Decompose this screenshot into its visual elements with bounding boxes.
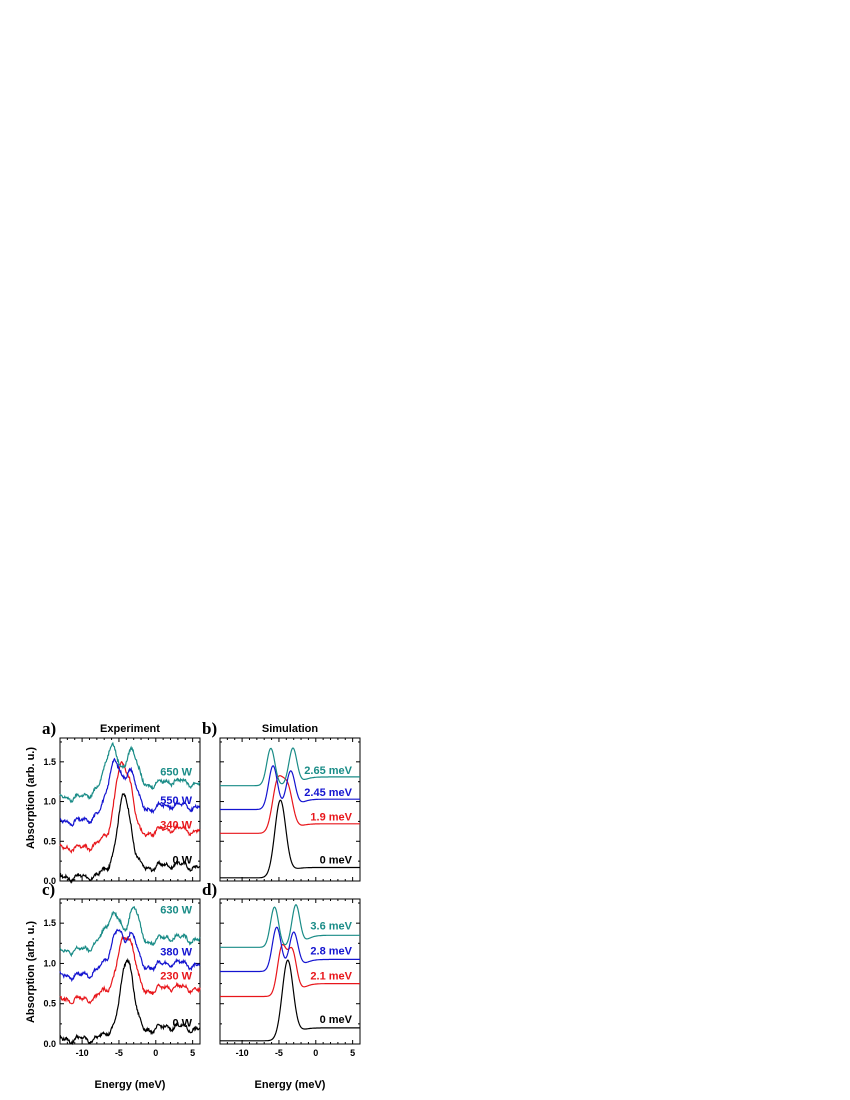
series-label: 380 W <box>160 946 192 958</box>
series-line-0-mev <box>220 799 360 879</box>
series-line-0-mev <box>220 959 360 1042</box>
series-label: 2.45 meV <box>304 787 352 799</box>
series-line-1-9-mev <box>220 775 360 834</box>
series-line-2-65-mev <box>220 747 360 787</box>
series-line-550-w <box>59 757 201 828</box>
series-line-380-w <box>59 928 201 983</box>
series-line-230-w <box>59 936 201 1005</box>
series-label: 3.6 meV <box>310 921 352 933</box>
series-label: 0 W <box>172 855 192 867</box>
y-tick-label: 1.5 <box>43 918 56 928</box>
y-tick-label: 1.0 <box>43 797 56 807</box>
series-line-0-w <box>59 957 201 1046</box>
y-tick-label: 0.5 <box>43 836 56 846</box>
series-line-340-w <box>59 761 201 854</box>
x-tick-label: -5 <box>275 1048 283 1058</box>
panel-0: a) Experiment 0.0 0.5 1.0 1.5 0 W 340 W 550 W 650… <box>42 719 201 886</box>
series-label: 230 W <box>160 971 192 983</box>
x-axis-title-left: Energy (meV) <box>95 1079 166 1091</box>
x-tick-label: 0 <box>313 1048 318 1058</box>
x-tick-label: 0 <box>153 1048 158 1058</box>
y-axis-title-top: Absorption (arb. u.) <box>25 747 37 849</box>
series-label: 630 W <box>160 905 192 917</box>
series-label: 0 meV <box>320 1014 353 1026</box>
panel-title: Simulation <box>262 723 319 735</box>
series-line-0-w <box>59 793 201 884</box>
x-tick-label: 5 <box>350 1048 355 1058</box>
plot-frame <box>59 737 201 882</box>
panel-1: b) Simulation 0 meV 1.9 meV 2.45 meV 2.65 meV <box>202 719 361 882</box>
series-label: 1.9 meV <box>310 812 352 824</box>
y-tick-label: 0.0 <box>43 876 56 886</box>
y-tick-label: 0.0 <box>43 1039 56 1049</box>
x-tick-label: -5 <box>115 1048 123 1058</box>
panel-2: c) -10 -5 0 5 0.0 0.5 1.0 1.5 0 W 230 W 380 W 630 W <box>42 880 201 1058</box>
series-line-2-8-mev <box>220 926 360 973</box>
series-label: 0 W <box>172 1017 192 1029</box>
series-label: 2.1 meV <box>310 971 352 983</box>
series-line-630-w <box>59 905 201 958</box>
panel-title: Experiment <box>100 723 160 735</box>
series-line-2-1-mev <box>220 943 360 998</box>
panel-3: d) -10 -5 0 5 0 meV 2.1 meV 2.8 meV 3.6 meV <box>202 880 361 1058</box>
series-line-650-w <box>59 741 201 804</box>
x-tick-label: -10 <box>236 1048 249 1058</box>
panel-label: d) <box>202 880 217 899</box>
panel-label: a) <box>42 719 56 738</box>
series-label: 550 W <box>160 795 192 807</box>
x-axis-title-right: Energy (meV) <box>255 1079 326 1091</box>
series-label: 0 meV <box>320 855 353 867</box>
x-tick-label: -10 <box>76 1048 89 1058</box>
y-tick-label: 0.5 <box>43 999 56 1009</box>
y-tick-label: 1.0 <box>43 958 56 968</box>
series-line-3-6-mev <box>220 904 360 948</box>
series-label: 650 W <box>160 766 192 778</box>
series-label: 2.8 meV <box>310 946 352 958</box>
series-label: 2.65 meV <box>304 765 352 777</box>
y-tick-label: 1.5 <box>43 757 56 767</box>
panel-label: b) <box>202 719 217 738</box>
series-label: 340 W <box>160 820 192 832</box>
x-tick-label: 5 <box>190 1048 195 1058</box>
panel-label: c) <box>42 880 55 899</box>
y-axis-title-bottom: Absorption (arb. u.) <box>25 921 37 1023</box>
series-line-2-45-mev <box>220 765 360 811</box>
